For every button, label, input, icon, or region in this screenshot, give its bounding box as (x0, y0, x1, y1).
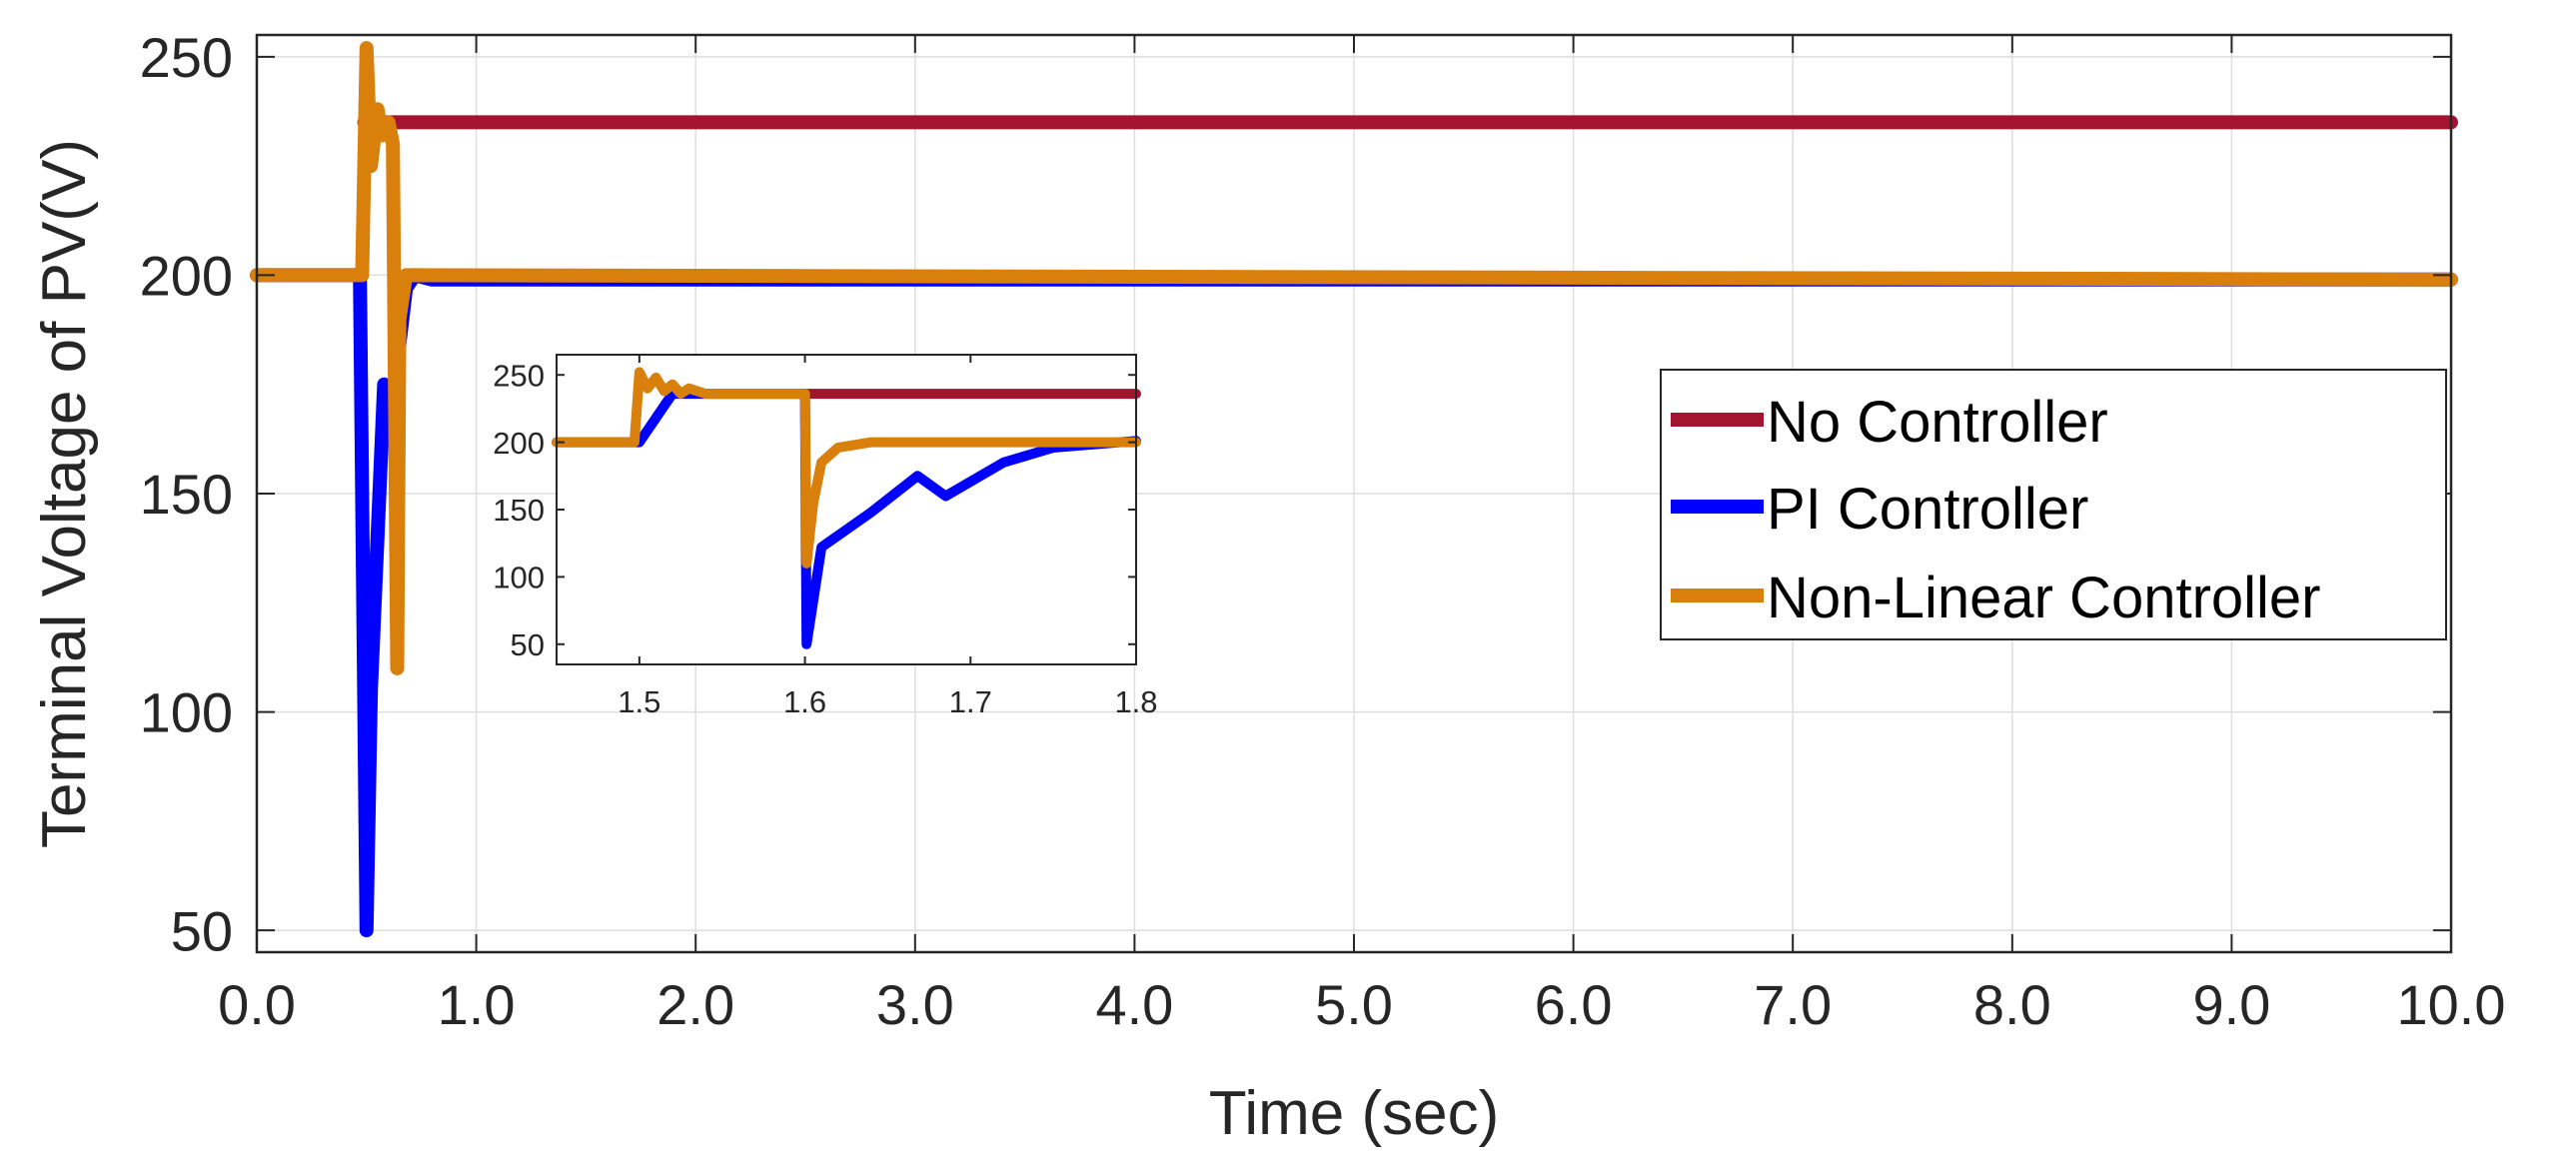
main-x-tick-label: 9.0 (2192, 973, 2270, 1036)
legend-label-no-controller: No Controller (1767, 390, 2108, 455)
inset-ticks: 1.5 1.6 1.7 1.8 50 100 150 200 250 (493, 355, 1158, 719)
inset-x-tick-label: 1.5 (618, 684, 660, 719)
legend-label-pi-controller: PI Controller (1767, 477, 2088, 542)
inset-y-tick-label: 100 (493, 561, 545, 595)
main-series-non-linear-controller (250, 41, 2458, 675)
main-y-tick-label: 200 (140, 245, 233, 308)
inset-y-tick-label: 200 (493, 426, 545, 461)
inset-series-pi-controller (552, 389, 1141, 649)
main-y-tick-label: 50 (171, 899, 233, 962)
main-x-tick-label: 7.0 (1754, 973, 1832, 1036)
main-x-tick-label: 0.0 (218, 973, 296, 1036)
main-x-tick-label: 3.0 (876, 973, 954, 1036)
y-axis-label: Terminal Voltage of PV(V) (30, 139, 99, 848)
main-x-tick-label: 6.0 (1535, 973, 1613, 1036)
inset-plot: 1.5 1.6 1.7 1.8 50 100 150 200 250 (493, 354, 1158, 719)
inset-x-tick-label: 1.8 (1114, 684, 1157, 719)
main-y-tick-label: 250 (140, 26, 233, 89)
main-y-tick-label: 100 (140, 681, 233, 744)
inset-x-tick-label: 1.6 (783, 684, 826, 719)
main-ticks: 0.0 1.0 2.0 3.0 4.0 5.0 6.0 7.0 8.0 9.0 10.0501001… (140, 26, 2506, 1036)
inset-plot-background (557, 355, 1136, 664)
inset-y-tick-label: 150 (493, 493, 545, 528)
x-axis-label: Time (sec) (1209, 1079, 1499, 1148)
main-x-tick-label: 2.0 (656, 973, 734, 1036)
main-x-tick-label: 1.0 (438, 973, 516, 1036)
main-y-tick-label: 150 (140, 463, 233, 526)
inset-y-tick-label: 50 (511, 627, 545, 662)
inset-x-tick-label: 1.7 (949, 684, 992, 719)
inset-series-non-linear-controller (552, 367, 1141, 569)
legend: No Controller PI Controller Non-Linear C… (1660, 369, 2447, 640)
main-series (250, 41, 2458, 938)
inset-y-tick-label: 250 (493, 358, 545, 393)
main-x-tick-label: 5.0 (1315, 973, 1393, 1036)
main-x-tick-label: 8.0 (1973, 973, 2051, 1036)
inset-series (552, 367, 1141, 649)
main-x-tick-label: 4.0 (1095, 973, 1173, 1036)
legend-box (1660, 369, 2447, 640)
legend-label-non-linear-controller: Non-Linear Controller (1767, 566, 2320, 630)
main-x-tick-label: 10.0 (2397, 973, 2506, 1036)
